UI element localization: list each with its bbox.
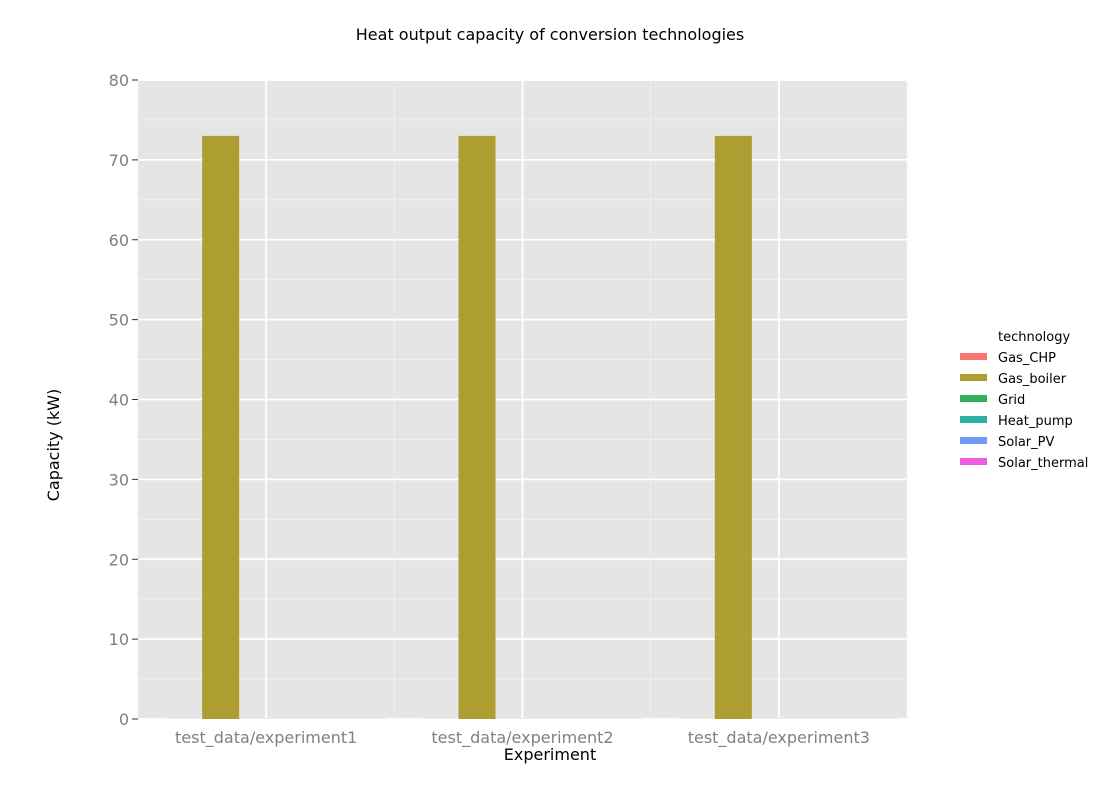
bar-gas-boiler	[458, 135, 496, 720]
bar-grid	[495, 718, 533, 719]
bar-solar-thermal	[350, 718, 388, 719]
bar-solar-pv	[569, 718, 607, 719]
y-axis-label: Capacity (kW)	[44, 389, 63, 502]
bar-gas-chp	[165, 718, 203, 719]
legend-item-label: Gas_boiler	[998, 372, 1067, 387]
y-tick-label: 60	[109, 231, 129, 250]
legend: technology Gas_CHP Gas_boiler Grid Heat_pum…	[960, 330, 1088, 471]
x-tick-label: test_data/experiment2	[431, 728, 613, 748]
legend-item-label: Grid	[998, 393, 1025, 408]
bar-heat-pump	[276, 718, 314, 719]
x-tick-label: test_data/experiment1	[175, 728, 357, 748]
bar-grid	[751, 718, 789, 719]
legend-item-label: Heat_pump	[998, 414, 1073, 429]
legend-item-label: Gas_CHP	[998, 351, 1056, 366]
bar-solar-pv	[313, 718, 351, 719]
bar-gas-boiler	[714, 135, 752, 720]
legend-swatch	[960, 395, 987, 402]
legend-swatch	[960, 437, 987, 444]
legend-swatch	[960, 374, 987, 381]
y-tick-label: 70	[109, 151, 129, 170]
bar-grid	[239, 718, 277, 719]
legend-swatch	[960, 416, 987, 423]
y-tick-label: 50	[109, 311, 129, 330]
y-tick-label: 30	[109, 470, 129, 489]
bar-heat-pump	[788, 718, 826, 719]
bar-gas-chp	[421, 718, 459, 719]
legend-swatch	[960, 353, 987, 360]
y-tick-label: 10	[109, 630, 129, 649]
x-tick-label: test_data/experiment3	[688, 728, 870, 748]
y-tick-label: 0	[119, 710, 129, 729]
plot-area: 0 10 20 30 40 50 60 70 80 test_data/experiment1 te…	[109, 71, 908, 748]
bar-solar-thermal	[606, 718, 644, 719]
bar-solar-thermal	[862, 718, 900, 719]
y-tick-label: 20	[109, 550, 129, 569]
bar-heat-pump	[532, 718, 570, 719]
bar-solar-pv	[825, 718, 863, 719]
bar-gas-chp	[677, 718, 715, 719]
legend-item-label: Solar_thermal	[998, 456, 1088, 471]
y-tick-label: 80	[109, 71, 129, 90]
legend-title: technology	[998, 330, 1070, 345]
legend-item-label: Solar_PV	[998, 435, 1054, 450]
chart-title: Heat output capacity of conversion techn…	[356, 25, 744, 44]
bar-gas-boiler	[202, 135, 240, 720]
x-axis-label: Experiment	[504, 745, 596, 764]
y-tick-label: 40	[109, 391, 129, 410]
legend-swatch	[960, 458, 987, 465]
